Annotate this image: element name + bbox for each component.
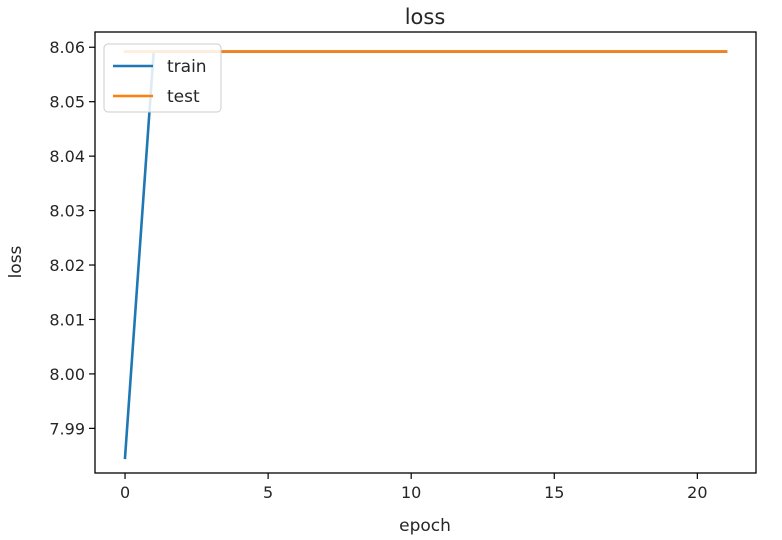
y-tick-label: 8.04	[49, 147, 85, 166]
plot-lines	[123, 50, 728, 460]
x-tick-label: 0	[120, 483, 130, 502]
x-tick-label: 20	[687, 483, 707, 502]
series-line-train	[123, 50, 728, 460]
y-tick-label: 7.99	[49, 419, 85, 438]
axis-ticks: 0 5 10 15 20 7.99 8.00 8.01 8.02 8.03 8.04 8.05 8.06	[49, 38, 707, 502]
y-axis-label: loss	[6, 245, 26, 278]
y-tick-label: 8.06	[49, 38, 85, 57]
legend-label-test: test	[167, 87, 200, 107]
chart-title: loss	[405, 5, 446, 29]
y-tick-label: 8.01	[49, 310, 85, 329]
y-tick-label: 8.02	[49, 256, 85, 275]
y-tick-label: 8.03	[49, 202, 85, 221]
x-tick-label: 5	[263, 483, 273, 502]
legend: train test	[103, 43, 222, 113]
x-tick-label: 15	[544, 483, 564, 502]
legend-box	[103, 43, 222, 113]
x-axis-label: epoch	[399, 516, 451, 536]
plot-frame	[94, 31, 757, 474]
x-tick-label: 10	[401, 483, 421, 502]
legend-label-train: train	[167, 57, 207, 77]
y-tick-label: 8.00	[49, 365, 85, 384]
y-tick-label: 8.05	[49, 93, 85, 112]
